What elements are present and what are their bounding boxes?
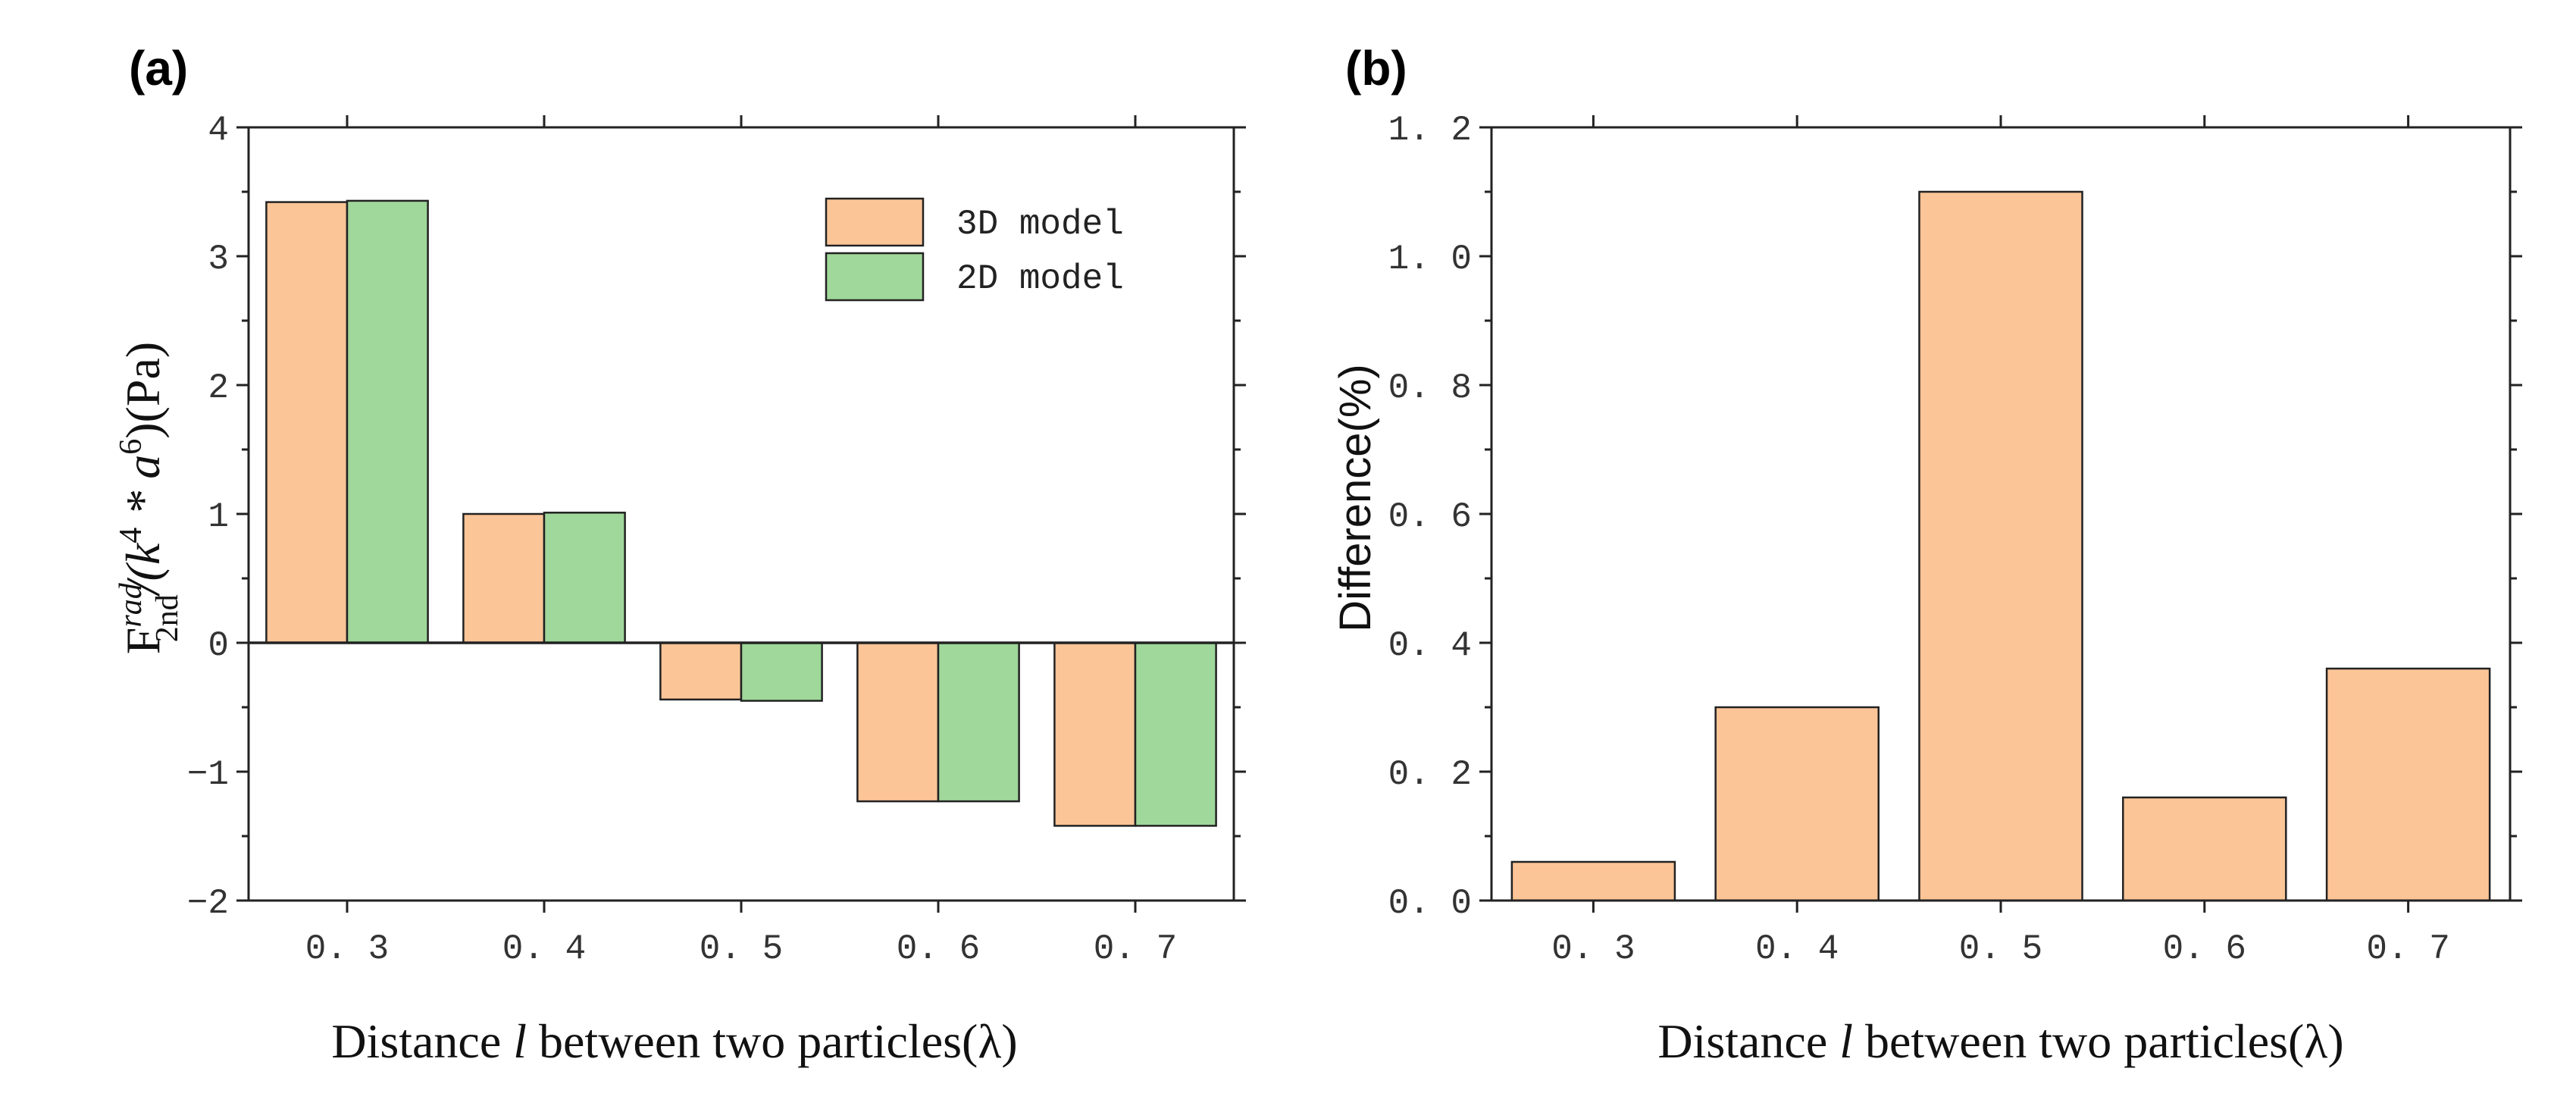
panel-a-bars: [265, 199, 1217, 827]
panel-a-ytick-label: −1: [187, 755, 229, 794]
panel-b-ytick-label: 0. 0: [1388, 884, 1472, 923]
panel-a-bar-3d-model-0: [265, 201, 349, 644]
panel-b-axes: 0. 0 0. 2 0. 4 0. 6 0. 8 1. 0 1. 2 0. 3 0. 4 0. 5…: [1388, 111, 2522, 969]
panel-a-xtick-label: 0. 6: [897, 929, 980, 969]
panel-a-xtick-label: 0. 3: [305, 929, 389, 969]
panel-a-ytick-label: −2: [187, 884, 229, 923]
panel-b-ytick-label: 1. 2: [1388, 111, 1472, 150]
panel-a-bar-3d-model-2: [659, 641, 743, 701]
panel-b-bars: [1510, 190, 2491, 902]
panel-a-ytick-label: 3: [208, 240, 229, 279]
panel-a-ytick-label: 2: [208, 368, 229, 408]
panel-b: (b) 0. 0 0. 2 0. 4 0. 6 0. 8 1. 0 1. 2 0. 3 0. 4…: [1331, 41, 2522, 1068]
panel-b-xtick-label: 0. 3: [1551, 929, 1635, 969]
panel-b-ytick-label: 0. 8: [1388, 368, 1472, 408]
panel-a-xtick-label: 0. 7: [1094, 929, 1177, 969]
panel-b-xtick-label: 0. 5: [1959, 929, 2042, 969]
panel-a-ytick-label: 1: [208, 497, 229, 537]
panel-a-bar-2d-model-0: [346, 199, 429, 644]
panel-a-bar-2d-model-2: [740, 641, 823, 702]
panel-b-bar-difference-1: [1714, 706, 1880, 902]
panel-a-bar-3d-model-3: [856, 641, 940, 803]
panel-b-ytick-label: 0. 6: [1388, 497, 1472, 537]
panel-b-bar-difference-2: [1918, 190, 2083, 902]
panel-b-bar-difference-4: [2325, 667, 2491, 902]
legend-label-3d-model: 3D model: [956, 205, 1124, 244]
panel-a-bar-3d-model-4: [1053, 641, 1137, 827]
panel-b-label: (b): [1345, 41, 1407, 96]
panel-a-ytick-label: 0: [208, 626, 229, 666]
panel-a-ytick-label: 4: [208, 111, 229, 150]
panel-b-bar-difference-0: [1510, 860, 1676, 902]
panel-a-bar-2d-model-3: [937, 641, 1020, 803]
legend-swatch-2d-model: [825, 252, 925, 302]
panel-b-ytick-label: 1. 0: [1388, 240, 1472, 279]
panel-a-legend: 3D model 2D model: [825, 197, 1124, 302]
panel-b-xlabel: Distance l between two particles(λ): [1657, 1014, 2343, 1068]
panel-a-bar-2d-model-1: [543, 512, 626, 644]
panel-a-xtick-label: 0. 4: [502, 929, 586, 969]
panel-a-axes: −2 −1 0 1 2 3 4 0. 3 0. 4 0. 5 0. 6 0. 7: [187, 111, 1246, 969]
panel-a: (a) −2 −1 0 1 2 3 4 0. 3 0. 4 0. 5 0. 6 0. 7 3D mod…: [114, 41, 1246, 1068]
panel-a-xlabel: Distance l between two particles(λ): [331, 1014, 1017, 1068]
panel-b-ytick-label: 0. 4: [1388, 626, 1472, 666]
panel-a-bar-3d-model-1: [462, 512, 546, 644]
panel-b-xtick-label: 0. 6: [2163, 929, 2246, 969]
legend-label-2d-model: 2D model: [956, 259, 1124, 299]
panel-b-ylabel: Difference(%): [1331, 364, 1380, 632]
legend-swatch-3d-model: [825, 197, 925, 247]
panel-b-xtick-label: 0. 7: [2366, 929, 2449, 969]
panel-a-xtick-label: 0. 5: [700, 929, 783, 969]
panel-b-xtick-label: 0. 4: [1755, 929, 1839, 969]
panel-a-ylabel: Frad2nd/(k4 * a6)(Pa): [114, 342, 185, 654]
panel-b-bar-difference-3: [2122, 796, 2287, 902]
panel-a-label: (a): [129, 41, 188, 96]
panel-a-bar-2d-model-4: [1134, 641, 1217, 827]
panel-b-ytick-label: 0. 2: [1388, 755, 1472, 794]
